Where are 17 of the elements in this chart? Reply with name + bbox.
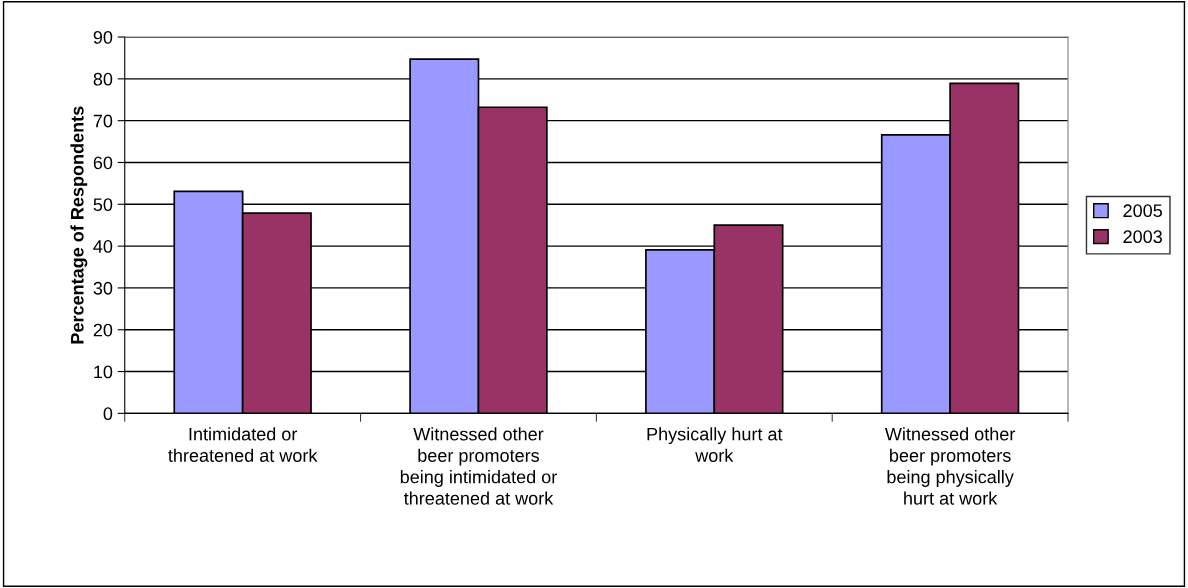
x-tick-label: Witnessed other beer promoters being intimidated or threatened at work <box>400 427 557 505</box>
y-tick-label: 70 <box>93 114 113 128</box>
y-tick-label: 80 <box>93 72 113 86</box>
x-tick-label: Witnessed other beer promoters being physically hurt at work <box>884 427 1016 505</box>
y-tick-label: 30 <box>93 281 113 295</box>
y-axis-title: Percentage of Respondents <box>70 106 88 344</box>
x-tick-label: Physically hurt at work <box>647 427 783 462</box>
y-tick-label: 20 <box>93 323 113 337</box>
y-tick-label: 10 <box>94 365 113 379</box>
y-tick-label: 40 <box>93 240 113 253</box>
legend-label: 2005 <box>1123 204 1162 218</box>
y-tick-label: 50 <box>93 198 113 212</box>
y-tick-label: 0 <box>103 407 113 421</box>
y-tick-label: 60 <box>93 156 113 170</box>
legend-label: 2003 <box>1123 230 1162 244</box>
y-tick-label: 90 <box>93 30 113 44</box>
x-tick-label: Intimidated or threatened at work <box>168 427 318 462</box>
